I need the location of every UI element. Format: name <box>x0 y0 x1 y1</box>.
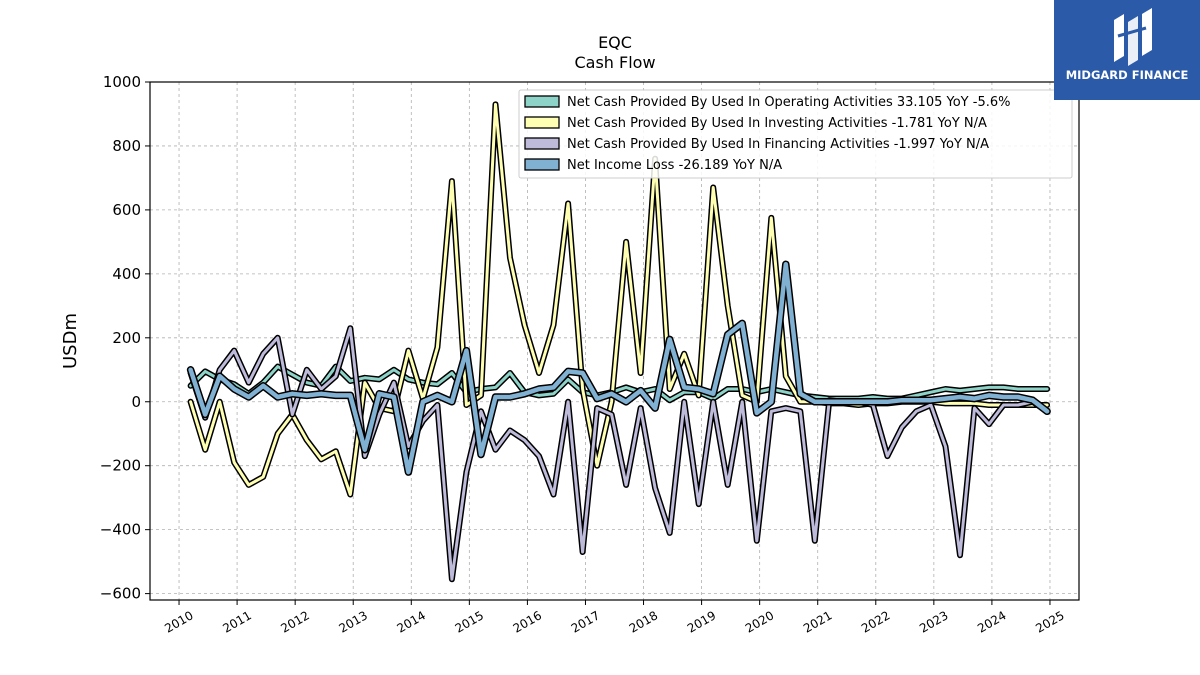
series-lines <box>186 101 1051 583</box>
series-line-3 <box>188 262 1050 475</box>
x-tick-label: 2015 <box>453 608 486 635</box>
x-tick-label: 2024 <box>975 608 1008 635</box>
y-tick-label: 200 <box>112 329 141 347</box>
legend-swatch <box>524 116 560 129</box>
logo-text: MIDGARD FINANCE <box>1065 68 1189 82</box>
x-tick-label: 2016 <box>511 608 544 635</box>
x-tick-label: 2014 <box>395 608 428 635</box>
x-tick-label: 2013 <box>336 608 369 635</box>
x-tick-label: 2010 <box>162 608 195 635</box>
legend-swatch <box>524 158 560 171</box>
x-tick-label: 2019 <box>685 608 718 635</box>
y-tick-label: 800 <box>112 137 141 155</box>
x-tick-label: 2017 <box>569 608 602 635</box>
y-tick-label: 600 <box>112 201 141 219</box>
legend-swatch <box>524 95 560 108</box>
logo-mark-icon <box>1114 8 1152 66</box>
x-tick-label: 2023 <box>917 608 950 635</box>
chart-title: EQC <box>598 33 632 52</box>
legend-entry: Net Cash Provided By Used In Investing A… <box>567 116 987 131</box>
x-axis: 2010 2011 2012 2013 2014 2015 2016 2017 2018 2019… <box>162 600 1067 636</box>
series-line-2 <box>189 326 1049 581</box>
legend-entry: Net Cash Provided By Used In Financing A… <box>567 137 989 152</box>
x-tick-label: 2020 <box>743 608 776 635</box>
y-tick-label: 1000 <box>103 73 141 91</box>
y-axis: −600 −400 −200 0 200 400 600 800 1000 <box>100 73 150 603</box>
legend-entry: Net Cash Provided By Used In Operating A… <box>567 95 1010 110</box>
x-tick-label: 2012 <box>278 608 311 635</box>
legend-swatch <box>524 137 560 150</box>
y-axis-label: USDm <box>60 313 81 369</box>
legend: Net Cash Provided By Used In Operating A… <box>518 89 1073 179</box>
chart-subtitle: Cash Flow <box>574 53 655 72</box>
y-tick-label: 0 <box>131 393 141 411</box>
x-tick-label: 2025 <box>1033 608 1066 635</box>
x-tick-label: 2011 <box>220 608 253 635</box>
plot-area-frame <box>149 81 1080 601</box>
y-tick-label: −600 <box>100 585 141 603</box>
y-tick-label: 400 <box>112 265 141 283</box>
legend-box <box>518 89 1073 179</box>
y-tick-label: −200 <box>100 457 141 475</box>
x-tick-label: 2022 <box>859 608 892 635</box>
y-tick-label: −400 <box>100 521 141 539</box>
legend-entry: Net Income Loss -26.189 YoY N/A <box>567 158 782 173</box>
x-tick-label: 2021 <box>801 608 834 635</box>
midgard-finance-logo: MIDGARD FINANCE <box>1054 0 1200 100</box>
x-tick-label: 2018 <box>627 608 660 635</box>
